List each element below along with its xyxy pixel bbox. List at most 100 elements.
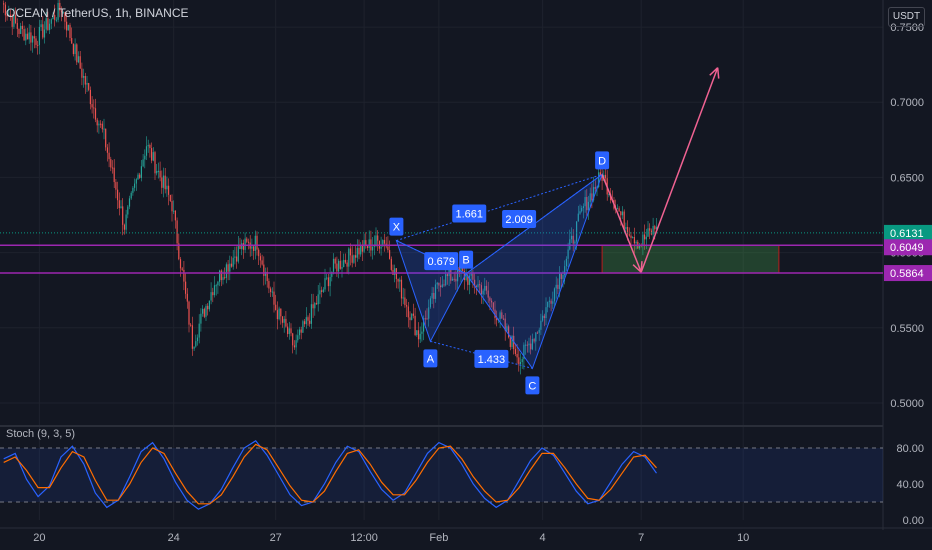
candle-body xyxy=(79,56,81,69)
x-tick-label: 20 xyxy=(33,532,45,544)
candle-body xyxy=(553,288,556,302)
candle-body xyxy=(411,313,413,321)
candle-body xyxy=(591,193,593,201)
candle-body xyxy=(599,172,601,176)
candle-body xyxy=(285,318,287,327)
candle-body xyxy=(106,147,108,153)
candle-body xyxy=(152,152,154,161)
candle-body xyxy=(654,226,656,230)
candle-body xyxy=(62,12,64,14)
candle-body xyxy=(281,316,284,323)
candle-body xyxy=(251,246,253,249)
candle-body xyxy=(229,263,231,272)
candle-body xyxy=(327,277,329,287)
pattern-point-c-bg xyxy=(525,376,540,395)
candle-body xyxy=(89,89,91,105)
candle-body xyxy=(8,14,10,16)
candle-body xyxy=(3,3,5,5)
candle-body xyxy=(185,281,187,294)
candle-body xyxy=(295,340,297,348)
candle-body xyxy=(241,243,243,249)
indicator-label[interactable]: Stoch (9, 3, 5) xyxy=(6,428,76,440)
stoch-y-tick: 0.00 xyxy=(903,515,924,527)
candle-body xyxy=(531,338,533,350)
candle-body xyxy=(445,274,447,286)
candle-body xyxy=(208,300,210,310)
target-zone xyxy=(601,244,780,274)
candle-body xyxy=(101,123,103,130)
candle-body xyxy=(154,152,156,174)
candle-body xyxy=(625,226,627,230)
candle-body xyxy=(162,175,165,188)
level-price-value: 0.5864 xyxy=(890,268,924,280)
candle-body xyxy=(198,323,200,338)
candle-body xyxy=(132,187,134,193)
symbol-title[interactable]: OCEAN / TetherUS, 1h, BINANCE xyxy=(6,6,189,20)
candle-body xyxy=(74,44,76,55)
candle-body xyxy=(652,226,654,235)
candle-body xyxy=(560,273,562,279)
candle-body xyxy=(365,240,367,246)
candle-body xyxy=(638,245,641,249)
candle-body xyxy=(123,224,125,230)
candle-body xyxy=(421,331,423,334)
candle-body xyxy=(57,2,59,20)
candle-body xyxy=(110,159,112,168)
candle-body xyxy=(557,284,559,289)
candle-body xyxy=(210,292,212,301)
pattern-point-x-bg xyxy=(389,217,404,236)
candle-body xyxy=(125,214,127,230)
candle-body xyxy=(50,19,52,24)
candle-body xyxy=(190,324,192,326)
candle-body xyxy=(258,249,260,257)
candle-body xyxy=(213,285,216,296)
candle-body xyxy=(225,264,227,278)
candle-body xyxy=(72,43,74,55)
candle-body xyxy=(329,276,331,287)
candle-body xyxy=(428,307,430,319)
candle-body xyxy=(621,211,624,216)
candle-body xyxy=(230,263,233,267)
candle-body xyxy=(21,25,23,30)
candle-body xyxy=(494,309,496,319)
candle-body xyxy=(266,271,268,282)
candle-body xyxy=(290,328,292,334)
candle-body xyxy=(433,292,435,299)
projection-arrow-line xyxy=(601,174,642,273)
candle-body xyxy=(142,159,144,167)
candle-body xyxy=(492,302,494,310)
candle-body xyxy=(183,269,185,282)
candle-body xyxy=(283,318,285,323)
candle-body xyxy=(499,312,501,320)
candle-body xyxy=(533,338,535,342)
candle-body xyxy=(387,246,389,251)
pattern-point-x: X xyxy=(393,222,401,234)
candle-body xyxy=(20,25,22,34)
candle-body xyxy=(52,14,54,20)
candle-body xyxy=(312,304,314,309)
pattern-point-b: B xyxy=(462,255,469,267)
candle-body xyxy=(404,297,406,306)
candle-body xyxy=(344,259,346,263)
candle-body xyxy=(200,313,202,324)
candle-body xyxy=(589,193,591,202)
candle-body xyxy=(390,258,392,270)
candle-body xyxy=(144,155,146,160)
candle-body xyxy=(555,284,557,289)
candle-body xyxy=(572,235,574,244)
candle-body xyxy=(400,279,403,299)
candle-body xyxy=(565,258,567,267)
candle-body xyxy=(338,260,340,272)
candle-body xyxy=(219,270,221,282)
candle-body xyxy=(509,337,511,347)
ratio-label-bg xyxy=(474,349,509,368)
currency-selector[interactable]: USDT xyxy=(888,7,925,27)
candle-body xyxy=(253,246,255,251)
candle-body xyxy=(23,29,25,41)
candle-body xyxy=(319,290,321,295)
candle-body xyxy=(304,321,306,325)
candle-body xyxy=(504,318,506,331)
pattern-point-d-bg xyxy=(595,151,610,170)
candle-body xyxy=(30,32,32,43)
